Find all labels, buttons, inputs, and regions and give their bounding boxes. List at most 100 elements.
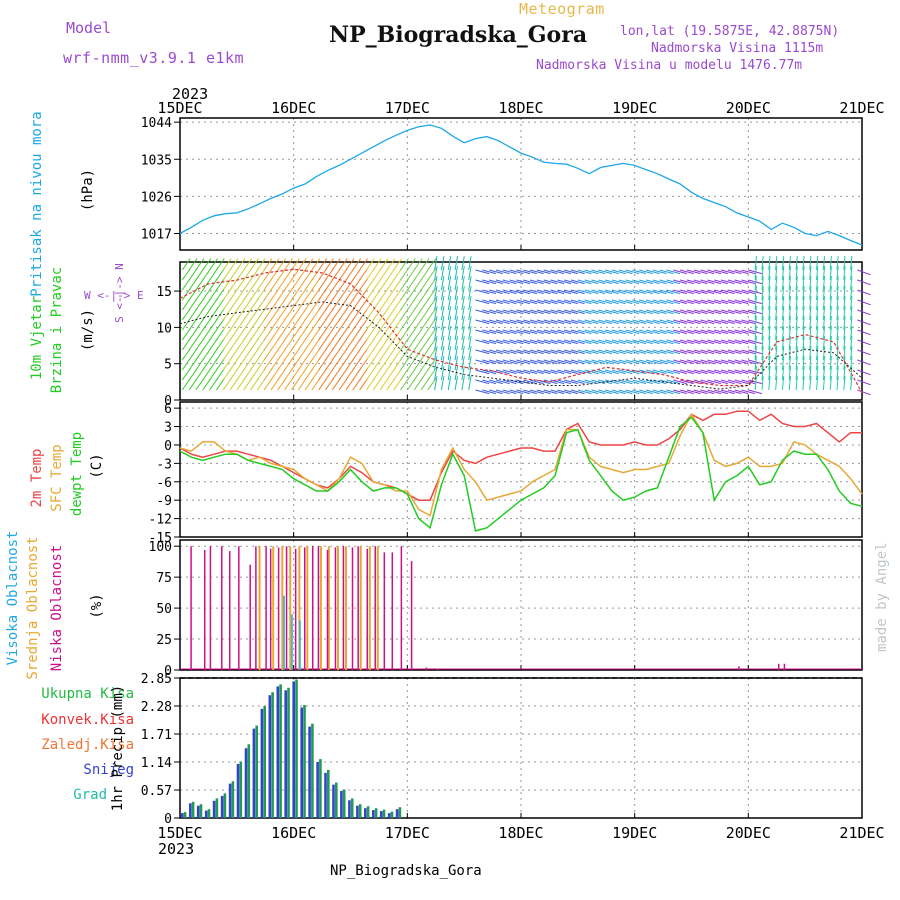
wind-barb bbox=[577, 309, 592, 315]
wind-barb bbox=[516, 299, 531, 305]
wind-barb bbox=[836, 356, 839, 371]
wind-barb bbox=[284, 358, 294, 371]
wind-barb bbox=[666, 389, 681, 395]
total-precip-bar bbox=[263, 706, 266, 818]
wind-barb bbox=[645, 289, 660, 295]
wind-barb bbox=[195, 298, 205, 311]
wind-barb bbox=[290, 328, 300, 341]
temperature-line-1 bbox=[179, 412, 863, 517]
wind-barb bbox=[564, 389, 578, 395]
wind-barb bbox=[829, 296, 832, 311]
wind-barb bbox=[748, 299, 763, 305]
wind-barb bbox=[604, 319, 619, 325]
wind-barb bbox=[386, 338, 396, 351]
clouds-y-tick-label: 100 bbox=[149, 540, 172, 555]
wind-barb bbox=[502, 369, 517, 375]
wind-barb bbox=[611, 269, 626, 275]
wind-barb bbox=[673, 359, 687, 365]
wind-barb bbox=[454, 286, 458, 301]
wind-barb bbox=[250, 278, 259, 291]
wind-barb bbox=[536, 319, 551, 325]
wind-barb bbox=[714, 339, 728, 345]
wind-barb bbox=[632, 349, 647, 355]
wind-barb bbox=[788, 316, 791, 331]
wind-barb bbox=[536, 329, 551, 335]
precip-legend-3: Snijeg bbox=[83, 762, 134, 778]
wind-barb bbox=[222, 288, 232, 301]
wind-barb bbox=[570, 299, 585, 305]
wind-barb bbox=[850, 326, 853, 341]
wind-barb bbox=[475, 359, 490, 365]
wind-barb bbox=[850, 376, 853, 391]
wind-barb bbox=[734, 269, 749, 275]
wind-barb bbox=[843, 276, 846, 291]
wind-barb bbox=[304, 268, 314, 281]
wind-barb bbox=[263, 378, 273, 391]
wind-barb bbox=[359, 358, 369, 371]
wind-barb bbox=[454, 276, 458, 291]
wind-barb bbox=[714, 349, 728, 355]
wind-barb bbox=[229, 338, 239, 351]
wind-barb bbox=[475, 269, 490, 275]
wind-barb bbox=[570, 379, 585, 385]
wind-barb bbox=[229, 368, 239, 381]
year-top: 2023 bbox=[172, 85, 208, 103]
pressure-line bbox=[179, 124, 863, 246]
wind-barb bbox=[714, 389, 728, 395]
wind-barb bbox=[181, 368, 191, 381]
wind-barb bbox=[195, 368, 205, 381]
wind-barb bbox=[557, 289, 572, 295]
wind-barb bbox=[673, 339, 687, 345]
wind-barb bbox=[611, 339, 626, 345]
wind-barb bbox=[406, 368, 416, 381]
wind-barb bbox=[850, 346, 853, 361]
wind-barb bbox=[243, 328, 253, 341]
wind-barb bbox=[325, 318, 334, 331]
wind-barb bbox=[645, 379, 660, 385]
wind-barb bbox=[788, 376, 791, 391]
wind-barb bbox=[788, 256, 791, 271]
wind-barb bbox=[604, 359, 619, 365]
wind-barb bbox=[495, 329, 510, 335]
wind-barb bbox=[720, 339, 735, 345]
wind-barb bbox=[393, 318, 403, 331]
wind-barb bbox=[529, 329, 544, 335]
wind-barb bbox=[761, 306, 764, 321]
wind-barb bbox=[659, 349, 674, 355]
wind-barb bbox=[564, 329, 578, 335]
wind-barb bbox=[829, 326, 832, 341]
wind-barb bbox=[366, 268, 375, 281]
pressure-y-tick-label: 1044 bbox=[141, 116, 172, 131]
wind-barb bbox=[393, 288, 403, 301]
wind-barb bbox=[720, 359, 735, 365]
wind-barb bbox=[829, 366, 832, 381]
wind-barb bbox=[604, 269, 619, 275]
wind-barb bbox=[447, 296, 452, 311]
wind-barb bbox=[270, 378, 280, 391]
pressure-panel: 1017 1026 1035 1044 bbox=[141, 116, 863, 251]
wind-barb bbox=[788, 266, 791, 281]
wind-barb bbox=[673, 299, 687, 305]
wind-barb bbox=[625, 329, 640, 335]
wind-barb bbox=[236, 378, 246, 391]
wind-barb bbox=[482, 369, 497, 375]
wind-barb bbox=[263, 328, 273, 341]
wind-barb bbox=[372, 288, 382, 301]
wind-barb bbox=[215, 258, 225, 271]
wind-barb bbox=[215, 288, 225, 301]
wind-barb bbox=[386, 278, 396, 291]
wind-barb bbox=[209, 258, 219, 271]
wind-barb bbox=[816, 376, 819, 391]
wind-barb bbox=[290, 378, 300, 391]
wind-barb bbox=[598, 289, 612, 295]
temperature-y-tick-label: -15 bbox=[149, 531, 172, 546]
wind-barb bbox=[850, 256, 853, 271]
wind-barb bbox=[714, 319, 728, 325]
wind-barb bbox=[802, 256, 805, 271]
wind-barb bbox=[181, 328, 191, 341]
snow-bar bbox=[260, 708, 264, 818]
wind-barb bbox=[775, 376, 778, 391]
wind-barb bbox=[802, 336, 805, 351]
wind-barb bbox=[632, 279, 647, 285]
wind-barb bbox=[188, 368, 198, 381]
